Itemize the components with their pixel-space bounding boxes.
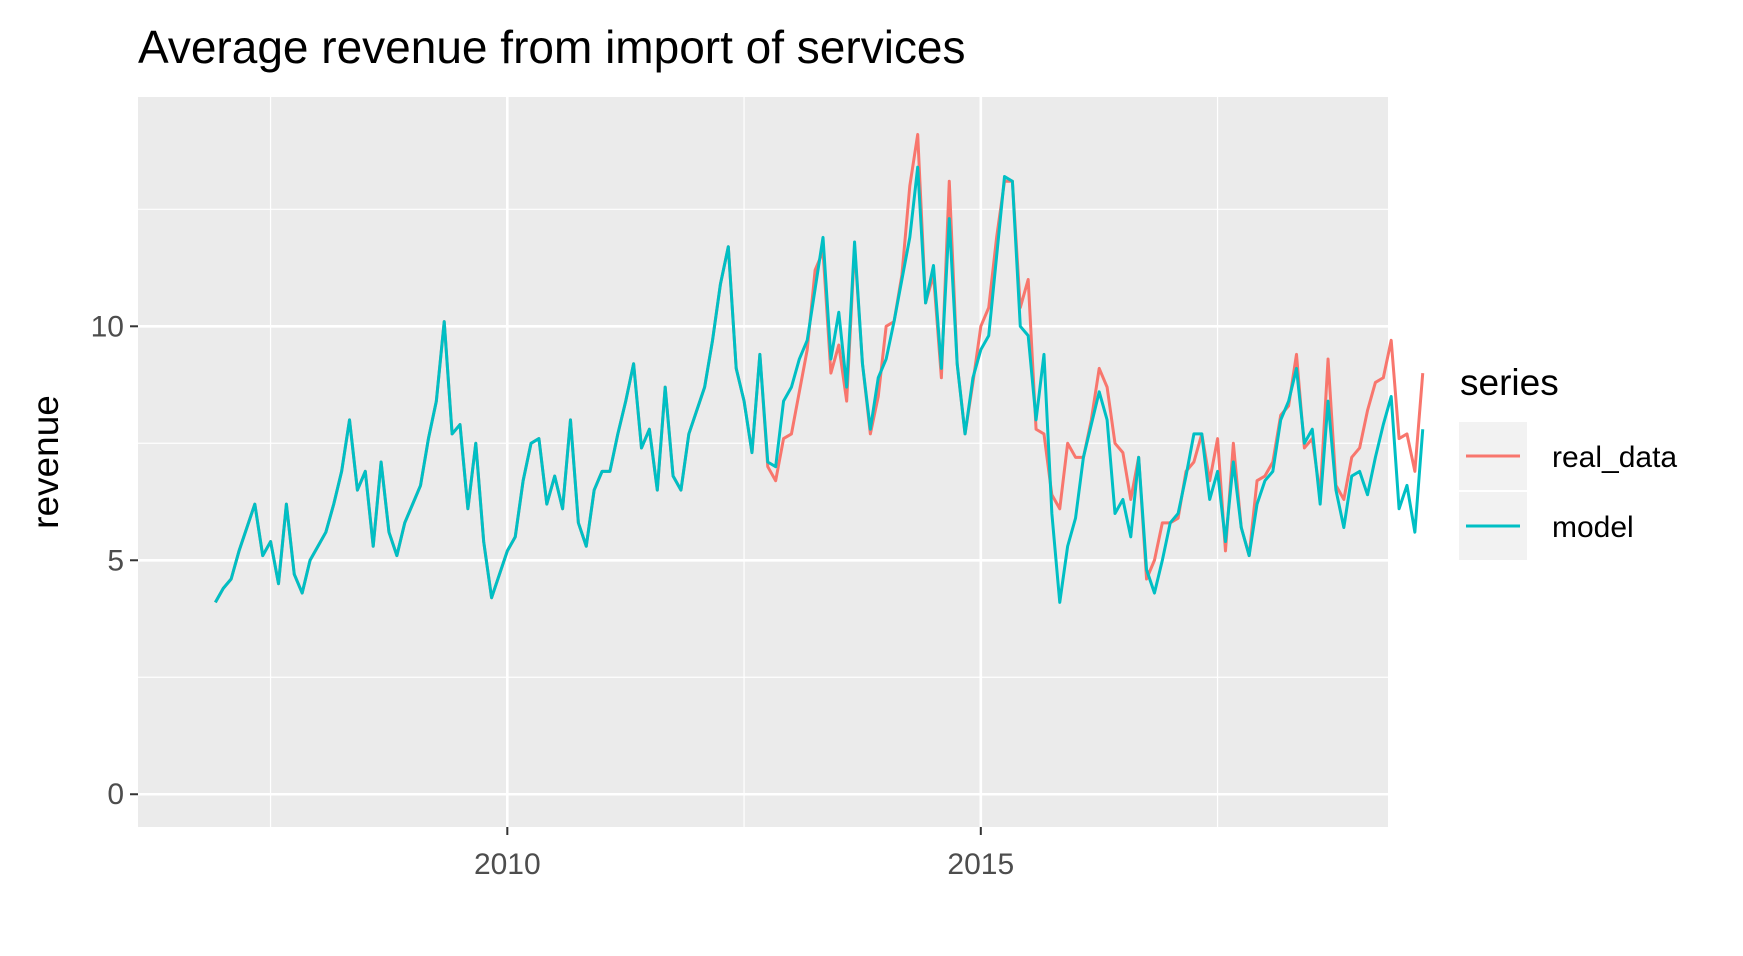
chart-title: Average revenue from import of services xyxy=(138,21,966,73)
x-tick-label: 2015 xyxy=(947,848,1014,881)
panel-background xyxy=(138,97,1388,827)
x-tick-label: 2010 xyxy=(474,848,541,881)
y-tick-label: 0 xyxy=(107,778,124,811)
legend-title: series xyxy=(1460,362,1559,403)
series-line-model xyxy=(214,165,1425,604)
legend-label: real_data xyxy=(1552,441,1677,474)
y-tick-label: 10 xyxy=(91,310,124,343)
series-lines xyxy=(214,132,1425,604)
x-axis: 2010 2015 xyxy=(474,827,1014,881)
plot-panel xyxy=(138,97,1425,827)
legend-label: model xyxy=(1552,511,1634,544)
y-tick-label: 5 xyxy=(107,544,124,577)
y-axis-title: revenue xyxy=(25,395,66,529)
major-gridlines xyxy=(138,97,1388,827)
y-axis: 0 5 10 xyxy=(91,310,138,811)
